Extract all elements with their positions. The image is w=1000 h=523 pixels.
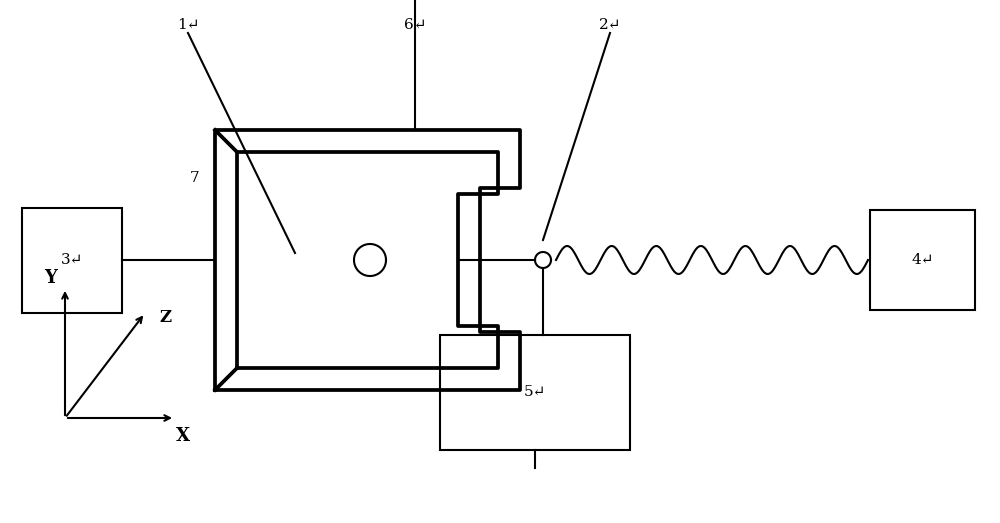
Text: 3↵: 3↵: [61, 254, 83, 267]
Text: 5↵: 5↵: [524, 385, 546, 400]
Text: 4↵: 4↵: [911, 253, 934, 267]
Text: 7: 7: [190, 171, 200, 185]
Text: 1↵: 1↵: [177, 18, 199, 32]
Text: Y: Y: [45, 269, 57, 287]
Bar: [22, 208, 122, 313]
Bar: [440, 335, 630, 450]
Text: X: X: [176, 427, 190, 445]
Bar: [870, 210, 975, 310]
Text: 6↵: 6↵: [404, 18, 426, 32]
Text: Z: Z: [159, 310, 171, 326]
Text: 2↵: 2↵: [599, 18, 621, 32]
